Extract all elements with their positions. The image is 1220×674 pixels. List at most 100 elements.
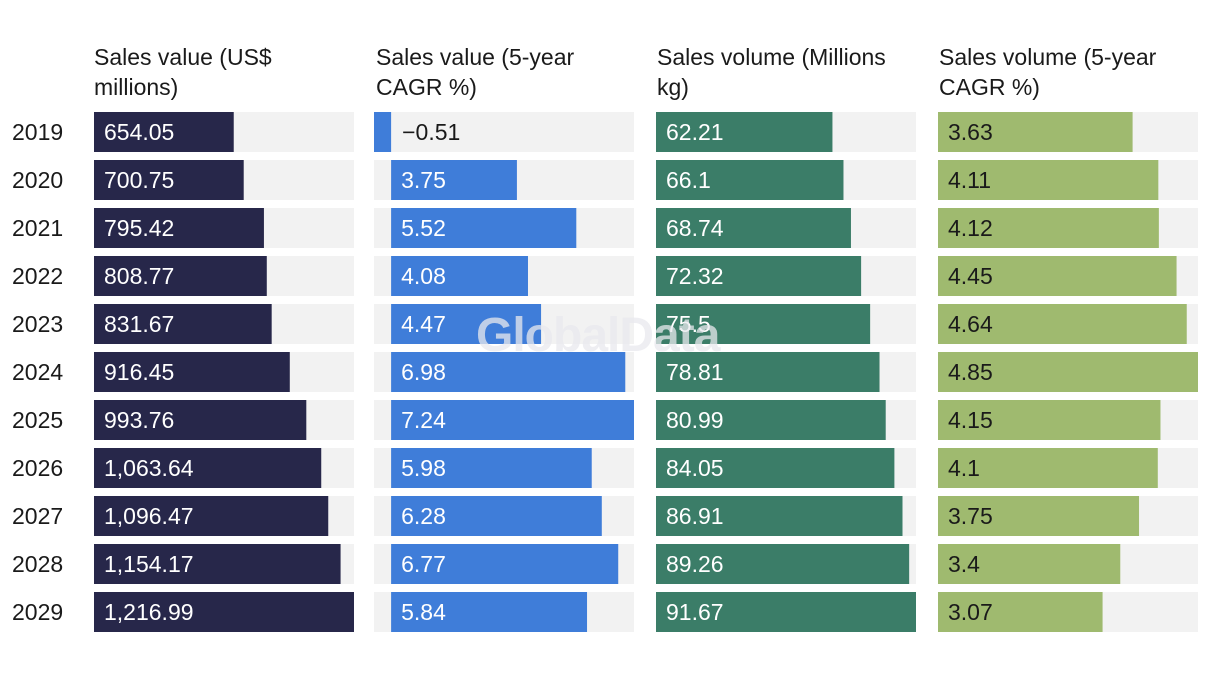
value-label: 993.76 [104,407,174,433]
bar [391,592,588,632]
year-label: 2022 [12,263,63,289]
value-label: 89.26 [666,551,724,577]
year-label: 2027 [12,503,63,529]
value-label: 795.42 [104,215,174,241]
column-header-sales-value-cagr: Sales value (5-year CAGR %) [376,44,575,100]
bar [656,352,880,392]
bar [938,352,1198,392]
year-label: 2024 [12,359,63,385]
year-label: 2029 [12,599,63,625]
value-label: 4.85 [948,359,993,385]
bar [94,592,354,632]
value-label: 4.11 [948,167,991,193]
bar [938,160,1159,200]
bar [938,208,1159,248]
bar [656,112,833,152]
bar [391,256,528,296]
bar [938,544,1121,584]
value-label: 1,216.99 [104,599,194,625]
value-label: 4.1 [948,455,980,481]
value-label: 808.77 [104,263,174,289]
value-label: 91.67 [666,599,724,625]
bar [374,112,392,152]
year-label: 2020 [12,167,63,193]
bar [938,400,1161,440]
watermark: GlobalData [476,309,720,362]
bar [94,112,234,152]
value-label: 6.77 [401,551,446,577]
bar [94,256,267,296]
column-header-sales-value: Sales value (US$ millions) [94,44,272,100]
value-label: 3.4 [948,551,980,577]
bar-track [374,112,634,152]
value-label: 3.75 [948,503,993,529]
bar [656,304,871,344]
value-label: 1,154.17 [104,551,194,577]
value-label: −0.51 [402,119,460,145]
value-label: 5.98 [401,455,446,481]
value-label: 72.32 [666,263,724,289]
value-label: 66.1 [666,167,711,193]
value-label: 1,063.64 [104,455,194,481]
year-label: 2026 [12,455,63,481]
value-label: 654.05 [104,119,174,145]
value-label: 80.99 [666,407,724,433]
bar [656,496,903,536]
bar [938,592,1103,632]
year-label: 2023 [12,311,63,337]
year-label: 2028 [12,551,63,577]
bar [94,352,290,392]
bar [391,208,577,248]
bar [656,256,862,296]
bar [938,256,1177,296]
year-label: 2021 [12,215,63,241]
value-label: 4.45 [948,263,993,289]
bar [94,208,264,248]
bar [938,112,1133,152]
bar [94,304,272,344]
value-label: 4.47 [401,311,446,337]
value-label: 1,096.47 [104,503,194,529]
bar [656,544,910,584]
value-label: 4.08 [401,263,446,289]
value-label: 3.63 [948,119,993,145]
bar [656,400,886,440]
year-label: 2019 [12,119,63,145]
bar [938,496,1140,536]
value-label: 700.75 [104,167,174,193]
bar [391,544,619,584]
bar [391,160,517,200]
bar [94,544,341,584]
bar [94,448,322,488]
value-label: 78.81 [666,359,724,385]
bar [391,304,542,344]
value-label: 6.98 [401,359,446,385]
value-label: 6.28 [401,503,446,529]
value-label: 75.5 [666,311,711,337]
bar [391,496,602,536]
year-label: 2025 [12,407,63,433]
bar [938,304,1187,344]
value-label: 68.74 [666,215,724,241]
value-label: 7.24 [401,407,446,433]
bar [94,160,244,200]
column-header-sales-volume: Sales volume (Millions kg) [657,44,886,100]
bar [656,448,895,488]
value-label: 86.91 [666,503,724,529]
column-header-sales-volume-cagr: Sales volume (5-year CAGR %) [939,44,1157,100]
bar [391,400,634,440]
bar [656,208,851,248]
value-label: 5.52 [401,215,446,241]
bar [391,448,592,488]
value-label: 5.84 [401,599,446,625]
bar [94,496,329,536]
value-label: 831.67 [104,311,174,337]
value-label: 4.64 [948,311,993,337]
value-label: 62.21 [666,119,724,145]
bar [656,592,916,632]
value-label: 84.05 [666,455,724,481]
value-label: 3.07 [948,599,993,625]
value-label: 4.12 [948,215,993,241]
bar [94,400,307,440]
